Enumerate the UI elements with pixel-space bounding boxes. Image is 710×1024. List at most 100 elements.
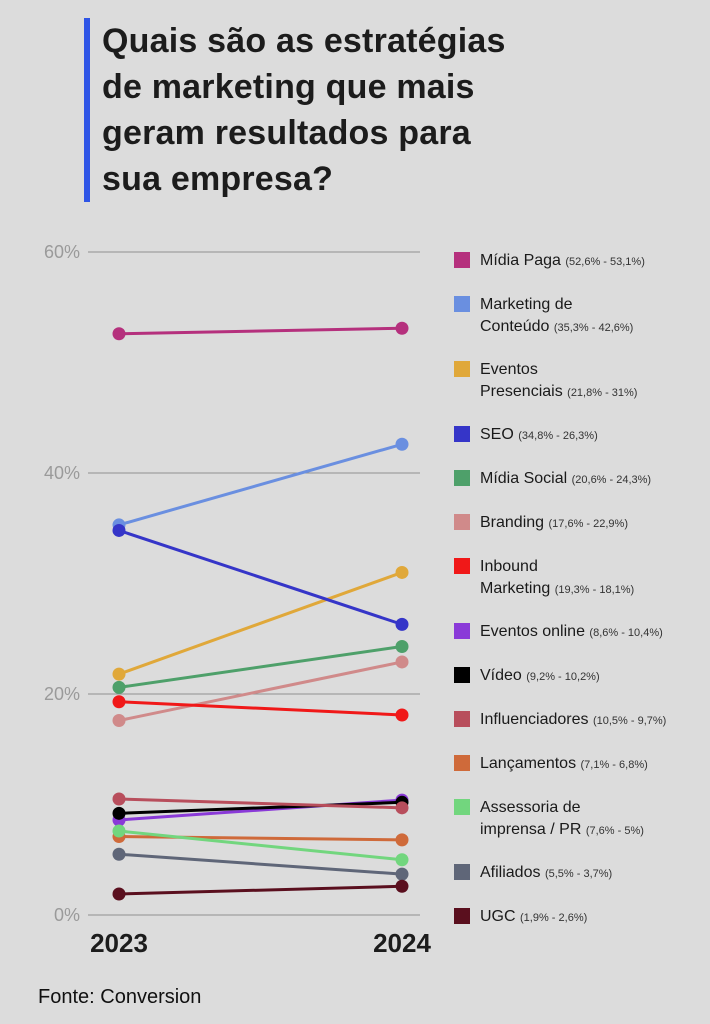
- legend-swatch: [454, 711, 470, 727]
- data-point: [112, 824, 126, 838]
- legend-item: Mídia Social (20,6% - 24,3%): [454, 468, 710, 491]
- y-tick-label: 60%: [44, 242, 80, 262]
- legend-swatch: [454, 470, 470, 486]
- legend-swatch: [454, 908, 470, 924]
- legend-item: Branding (17,6% - 22,9%): [454, 512, 710, 535]
- legend-item: Afiliados (5,5% - 3,7%): [454, 862, 710, 885]
- y-tick-label: 20%: [44, 684, 80, 704]
- legend-range: (5,5% - 3,7%): [544, 868, 613, 880]
- legend-swatch: [454, 252, 470, 268]
- series-line: [118, 326, 403, 336]
- legend-range: (21,8% - 31%): [567, 387, 638, 399]
- legend-item: Lançamentos (7,1% - 6,8%): [454, 753, 710, 776]
- legend-label: Eventos Presenciais (21,8% - 31%): [480, 359, 637, 404]
- legend-range: (19,3% - 18,1%): [554, 584, 635, 596]
- data-point: [112, 806, 126, 820]
- legend-label-line: Influenciadores: [480, 711, 589, 728]
- legend-label-line: Lançamentos: [480, 755, 577, 772]
- data-point: [112, 847, 126, 861]
- legend-label: Mídia Social (20,6% - 24,3%): [480, 468, 651, 491]
- legend-label: Vídeo (9,2% - 10,2%): [480, 665, 600, 688]
- legend-label: Afiliados (5,5% - 3,7%): [480, 862, 612, 885]
- chart-title: Quais são as estratégias de marketing qu…: [84, 18, 662, 202]
- legend-swatch: [454, 514, 470, 530]
- legend-label: Eventos online (8,6% - 10,4%): [480, 621, 663, 644]
- legend-item: Vídeo (9,2% - 10,2%): [454, 665, 710, 688]
- series-line: [118, 700, 403, 717]
- legend-label-line: Vídeo: [480, 667, 522, 684]
- legend-range: (10,5% - 9,7%): [592, 715, 667, 727]
- series-line: [118, 571, 403, 676]
- data-point: [112, 327, 126, 341]
- legend-item: UGC (1,9% - 2,6%): [454, 906, 710, 929]
- series-line: [118, 797, 403, 810]
- legend-label-line: SEO: [480, 426, 514, 443]
- legend-label-line: Eventos online: [480, 623, 585, 640]
- series-line: [118, 660, 403, 722]
- source-note: Fonte: Conversion: [38, 986, 202, 1008]
- data-point: [395, 617, 409, 631]
- data-point: [395, 879, 409, 893]
- data-point: [395, 639, 409, 653]
- series-line: [118, 852, 403, 876]
- legend-range: (9,2% - 10,2%): [526, 671, 600, 683]
- legend-swatch: [454, 623, 470, 639]
- title-line: geram resultados para: [102, 114, 471, 152]
- series-line: [118, 800, 403, 815]
- legend-range: (1,9% - 2,6%): [520, 912, 588, 924]
- data-point: [112, 523, 126, 537]
- data-point: [112, 695, 126, 709]
- legend-range: (8,6% - 10,4%): [589, 627, 663, 639]
- legend-label-line: Mídia Paga: [480, 252, 561, 269]
- legend-label-line: Presenciais: [480, 383, 563, 400]
- title-line: sua empresa?: [102, 160, 334, 198]
- legend-label-line: Mídia Social: [480, 470, 568, 487]
- legend-label-line: Branding: [480, 514, 545, 531]
- series-line: [118, 645, 403, 689]
- data-point: [395, 867, 409, 881]
- y-tick-label: 0%: [54, 905, 80, 925]
- x-tick-label: 2023: [90, 928, 148, 958]
- legend-label: UGC (1,9% - 2,6%): [480, 906, 587, 929]
- legend-item: Marketing de Conteúdo (35,3% - 42,6%): [454, 294, 710, 339]
- legend-swatch: [454, 361, 470, 377]
- legend-item: Mídia Paga (52,6% - 53,1%): [454, 250, 710, 273]
- data-point: [112, 792, 126, 806]
- legend-label-line: UGC: [480, 908, 516, 925]
- legend-range: (52,6% - 53,1%): [565, 256, 645, 268]
- legend-item: Assessoria de imprensa / PR (7,6% - 5%): [454, 797, 710, 842]
- legend-label: Inbound Marketing (19,3% - 18,1%): [480, 556, 634, 601]
- legend-swatch: [454, 667, 470, 683]
- legend-label: Marketing de Conteúdo (35,3% - 42,6%): [480, 294, 633, 339]
- legend-item: Influenciadores (10,5% - 9,7%): [454, 709, 710, 732]
- title-line: de marketing que mais: [102, 68, 475, 106]
- legend-range: (17,6% - 22,9%): [548, 518, 628, 530]
- legend-item: Eventos online (8,6% - 10,4%): [454, 621, 710, 644]
- legend-item: Eventos Presenciais (21,8% - 31%): [454, 359, 710, 404]
- data-point: [395, 321, 409, 335]
- line-chart: 0% 20% 40% 60% 2023 2024: [44, 242, 431, 958]
- data-point: [395, 833, 409, 847]
- legend-swatch: [454, 864, 470, 880]
- series-line: [118, 442, 403, 527]
- data-point: [395, 801, 409, 815]
- data-point: [395, 437, 409, 451]
- legend-range: (7,6% - 5%): [585, 825, 644, 837]
- legend-label: Branding (17,6% - 22,9%): [480, 512, 628, 535]
- legend-label: Influenciadores (10,5% - 9,7%): [480, 709, 666, 732]
- legend-label-line: Marketing: [480, 580, 551, 597]
- legend-label-line: Eventos: [480, 361, 538, 378]
- legend-item: SEO (34,8% - 26,3%): [454, 424, 710, 447]
- y-tick-label: 40%: [44, 463, 80, 483]
- title-line: Quais são as estratégias: [102, 22, 506, 60]
- legend-label: SEO (34,8% - 26,3%): [480, 424, 598, 447]
- legend-range: (35,3% - 42,6%): [553, 322, 634, 334]
- x-tick-label: 2024: [373, 928, 431, 958]
- legend-label: Mídia Paga (52,6% - 53,1%): [480, 250, 645, 273]
- series-line: [118, 835, 403, 842]
- legend-swatch: [454, 755, 470, 771]
- legend-item: Inbound Marketing (19,3% - 18,1%): [454, 556, 710, 601]
- legend-label-line: Afiliados: [480, 864, 541, 881]
- legend-swatch: [454, 296, 470, 312]
- data-point: [112, 667, 126, 681]
